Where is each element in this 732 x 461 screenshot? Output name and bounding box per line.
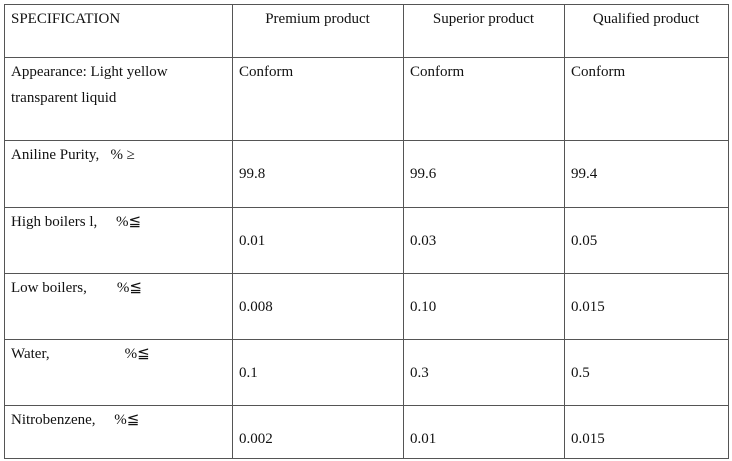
column-border (403, 4, 404, 459)
spec-value: 99.4 (571, 166, 598, 182)
row-border (4, 458, 729, 459)
spec-value: Conform (571, 64, 626, 80)
header-cell: Superior product (432, 11, 535, 27)
row-border (4, 4, 729, 5)
spec-value: 0.05 (571, 233, 598, 249)
row-border (4, 140, 729, 141)
spec-value: 0.008 (239, 299, 273, 315)
column-border (728, 4, 729, 459)
header-cell: Premium product (265, 11, 370, 27)
spec-value: Conform (410, 64, 465, 80)
spec-value: 0.10 (410, 299, 437, 315)
spec-value: 0.002 (239, 431, 273, 447)
row-border (4, 339, 729, 340)
spec-label: High boilers l, %≦ (11, 214, 142, 230)
spec-label: Aniline Purity, % ≥ (11, 147, 135, 163)
column-border (4, 4, 5, 459)
row-border (4, 57, 729, 58)
header-cell: SPECIFICATION (11, 11, 121, 27)
spec-label: Water, %≦ (11, 346, 150, 362)
spec-value: 99.6 (410, 166, 437, 182)
spec-label: Appearance: Light yellow transparent liq… (11, 64, 172, 106)
spec-label: Nitrobenzene, %≦ (11, 412, 140, 428)
row-border (4, 273, 729, 274)
spec-value: 0.5 (571, 365, 590, 381)
row-border (4, 207, 729, 208)
column-border (232, 4, 233, 459)
spec-value: Conform (239, 64, 294, 80)
column-border (564, 4, 565, 459)
spec-value: 99.8 (239, 166, 266, 182)
row-border (4, 405, 729, 406)
spec-value: 0.01 (410, 431, 437, 447)
spec-value: 0.015 (571, 431, 605, 447)
spec-value: 0.1 (239, 365, 258, 381)
spec-value: 0.015 (571, 299, 605, 315)
spec-value: 0.3 (410, 365, 429, 381)
spec-value: 0.01 (239, 233, 266, 249)
header-cell: Qualified product (592, 11, 700, 27)
spec-value: 0.03 (410, 233, 437, 249)
spec-label: Low boilers, %≦ (11, 280, 142, 296)
